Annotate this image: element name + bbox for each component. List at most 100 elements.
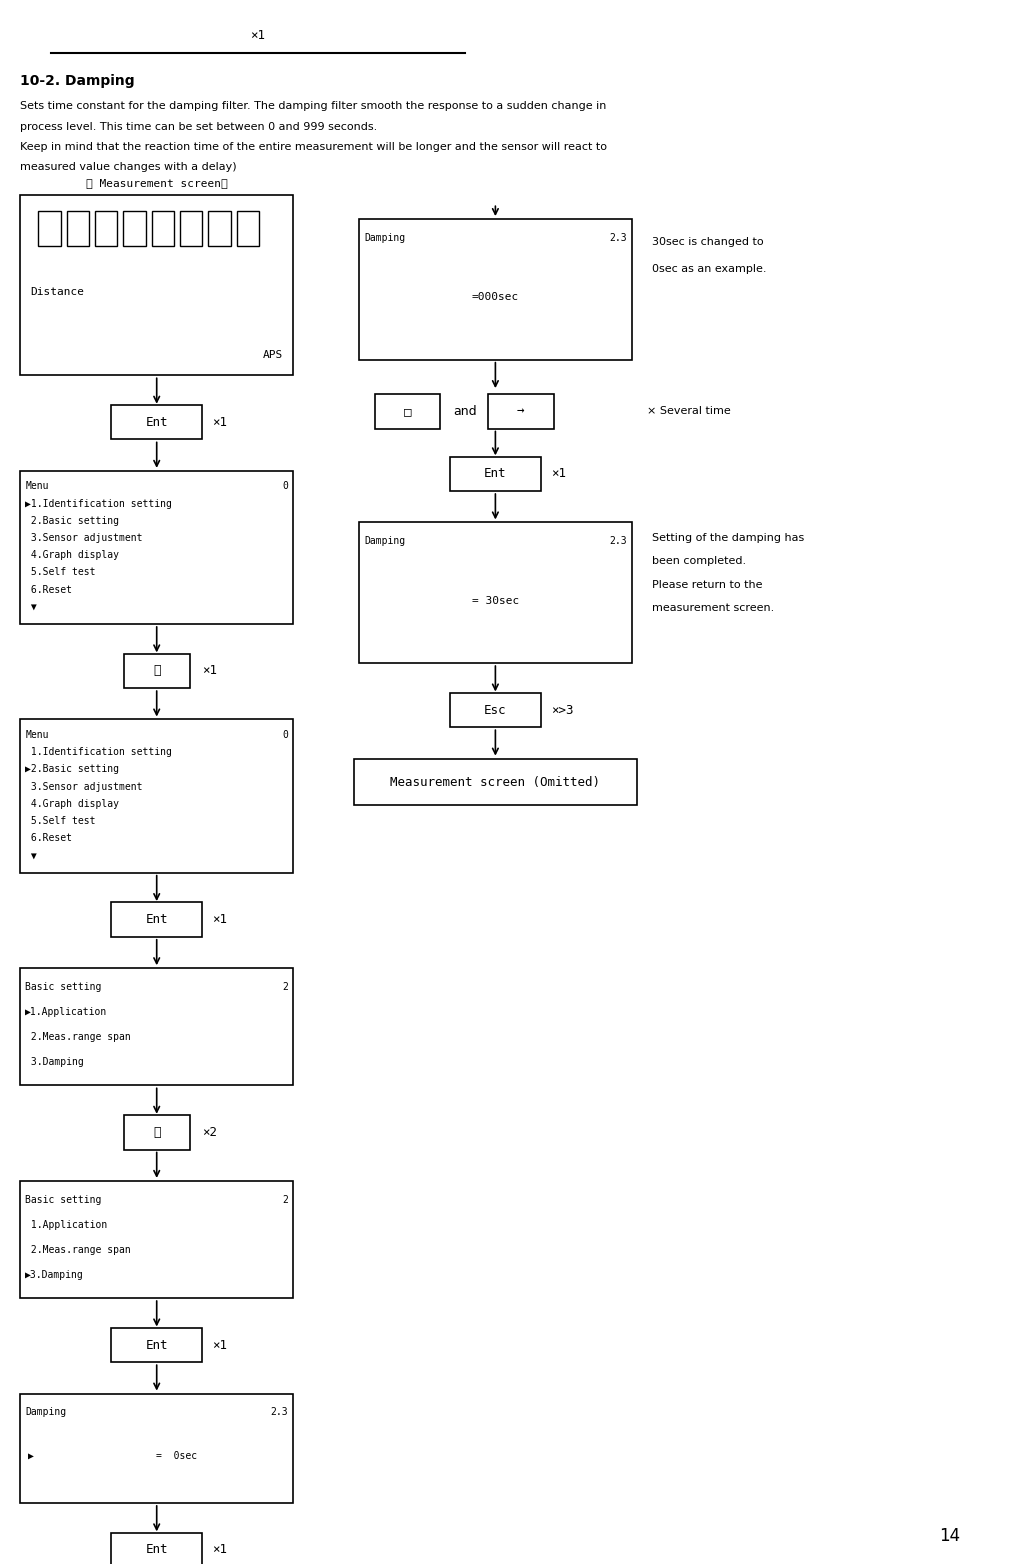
Text: 6.Reset: 6.Reset: [25, 585, 72, 594]
Text: Distance: Distance: [30, 288, 84, 297]
Text: 14: 14: [939, 1526, 960, 1545]
Text: ×>3: ×>3: [551, 704, 573, 716]
Bar: [152, 211, 174, 246]
Text: 2.Meas.range span: 2.Meas.range span: [25, 1245, 131, 1254]
Text: ▼: ▼: [25, 602, 37, 612]
Bar: [67, 211, 89, 246]
Text: →: →: [517, 405, 525, 418]
Text: process level. This time can be set between 0 and 999 seconds.: process level. This time can be set betw…: [20, 122, 377, 131]
Bar: [111, 405, 202, 439]
Text: Basic setting: Basic setting: [25, 982, 102, 992]
Text: 1.Application: 1.Application: [25, 1220, 107, 1229]
Text: × Several time: × Several time: [647, 407, 731, 416]
Text: ×1: ×1: [212, 1339, 227, 1351]
Text: 2.Meas.range span: 2.Meas.range span: [25, 1032, 131, 1042]
Text: =  0sec: = 0sec: [157, 1451, 197, 1461]
Text: 5.Self test: 5.Self test: [25, 816, 96, 826]
Text: Damping: Damping: [364, 536, 405, 546]
Bar: [450, 457, 541, 491]
Text: Damping: Damping: [25, 1408, 67, 1417]
Text: 3.Sensor adjustment: 3.Sensor adjustment: [25, 782, 143, 791]
Bar: [111, 902, 202, 937]
Bar: [123, 654, 190, 688]
Text: 2: 2: [282, 1195, 288, 1204]
Text: ▶: ▶: [28, 1451, 34, 1461]
Text: 2.Basic setting: 2.Basic setting: [25, 516, 119, 526]
Bar: [359, 522, 632, 663]
Bar: [123, 211, 146, 246]
Text: 5.Self test: 5.Self test: [25, 568, 96, 577]
Bar: [20, 719, 293, 873]
Text: ×2: ×2: [202, 1126, 217, 1139]
Bar: [354, 759, 637, 805]
Text: Esc: Esc: [484, 704, 507, 716]
Text: 3.Damping: 3.Damping: [25, 1057, 84, 1067]
Text: Ent: Ent: [146, 1339, 168, 1351]
Text: 2.3: 2.3: [610, 536, 627, 546]
Bar: [488, 394, 554, 429]
Bar: [180, 211, 202, 246]
Text: =000sec: =000sec: [472, 292, 519, 302]
Text: 0sec as an example.: 0sec as an example.: [652, 264, 766, 274]
Text: Ent: Ent: [146, 913, 168, 926]
Text: ▶2.Basic setting: ▶2.Basic setting: [25, 765, 119, 774]
Text: □: □: [403, 405, 411, 418]
Text: ▶3.Damping: ▶3.Damping: [25, 1270, 84, 1279]
Bar: [123, 1115, 190, 1150]
Text: ×1: ×1: [212, 1544, 227, 1556]
Text: Damping: Damping: [364, 233, 405, 242]
Bar: [374, 394, 440, 429]
Bar: [359, 219, 632, 360]
Text: ×1: ×1: [551, 468, 566, 480]
Text: Menu: Menu: [25, 482, 49, 491]
Text: Measurement screen (Omitted): Measurement screen (Omitted): [390, 776, 601, 788]
Text: Ent: Ent: [146, 416, 168, 429]
Text: ＋: ＋: [153, 1126, 161, 1139]
Text: 1.Identification setting: 1.Identification setting: [25, 748, 172, 757]
Bar: [208, 211, 231, 246]
Text: 30sec is changed to: 30sec is changed to: [652, 238, 763, 247]
Text: ▶1.Identification setting: ▶1.Identification setting: [25, 499, 172, 508]
Text: 4.Graph display: 4.Graph display: [25, 551, 119, 560]
Text: been completed.: been completed.: [652, 557, 746, 566]
Text: ▶1.Application: ▶1.Application: [25, 1007, 107, 1017]
Bar: [450, 693, 541, 727]
Text: ▼: ▼: [25, 851, 37, 860]
Text: ×1: ×1: [202, 665, 217, 677]
Text: measured value changes with a delay): measured value changes with a delay): [20, 163, 237, 172]
Text: 「 Measurement screen」: 「 Measurement screen」: [86, 178, 227, 188]
Bar: [20, 471, 293, 624]
Text: Setting of the damping has: Setting of the damping has: [652, 533, 805, 543]
Bar: [111, 1533, 202, 1564]
Text: 4.Graph display: 4.Graph display: [25, 799, 119, 809]
Text: Sets time constant for the damping filter. The damping filter smooth the respons: Sets time constant for the damping filte…: [20, 102, 607, 111]
Bar: [38, 211, 61, 246]
Text: 10-2. Damping: 10-2. Damping: [20, 75, 134, 88]
Bar: [20, 1394, 293, 1503]
Text: Menu: Menu: [25, 730, 49, 740]
Bar: [20, 1181, 293, 1298]
Text: Basic setting: Basic setting: [25, 1195, 102, 1204]
Text: Please return to the: Please return to the: [652, 580, 762, 590]
Text: 2: 2: [282, 982, 288, 992]
Text: 6.Reset: 6.Reset: [25, 834, 72, 843]
Text: Ent: Ent: [146, 1544, 168, 1556]
Bar: [111, 1328, 202, 1362]
Text: 2.3: 2.3: [271, 1408, 288, 1417]
Text: Keep in mind that the reaction time of the entire measurement will be longer and: Keep in mind that the reaction time of t…: [20, 142, 608, 152]
Text: 0: 0: [282, 730, 288, 740]
Bar: [20, 968, 293, 1085]
Text: 2.3: 2.3: [610, 233, 627, 242]
Text: 3.Sensor adjustment: 3.Sensor adjustment: [25, 533, 143, 543]
Bar: [237, 211, 259, 246]
Text: measurement screen.: measurement screen.: [652, 604, 774, 613]
Text: and: and: [453, 405, 477, 418]
Text: ×1: ×1: [212, 913, 227, 926]
Text: = 30sec: = 30sec: [472, 596, 519, 605]
Text: ＋: ＋: [153, 665, 161, 677]
Bar: [20, 196, 293, 375]
Text: APS: APS: [263, 350, 283, 360]
Text: Ent: Ent: [484, 468, 507, 480]
Text: ×1: ×1: [251, 30, 265, 42]
Text: 0: 0: [282, 482, 288, 491]
